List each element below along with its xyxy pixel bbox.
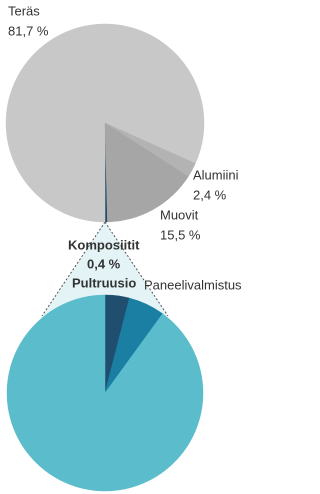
slice-label: Teräs xyxy=(8,3,40,18)
slice-value-label: 2,4 % xyxy=(193,187,227,202)
pie-slice xyxy=(104,122,189,223)
slice-value-label: 0,4 % xyxy=(87,256,121,271)
connector-line xyxy=(41,221,106,317)
slice-label: Muovit xyxy=(160,207,199,222)
slice-value-label: 81,7 % xyxy=(8,23,49,38)
slice-value-label: 15,5 % xyxy=(160,227,201,242)
slice-label: Paneelivalmistus xyxy=(144,277,242,292)
connector-line xyxy=(104,221,169,317)
slice-label: Komposiitit xyxy=(68,237,140,252)
slice-label: Alumiini xyxy=(193,167,239,182)
slice-label: Pultruusio xyxy=(72,275,136,290)
connector-area xyxy=(42,222,168,316)
chart: Komposiitit 0,4 % Teräs 81,7 % Alumiini 2,4 %… xyxy=(5,3,242,492)
pie-slice xyxy=(6,294,204,492)
